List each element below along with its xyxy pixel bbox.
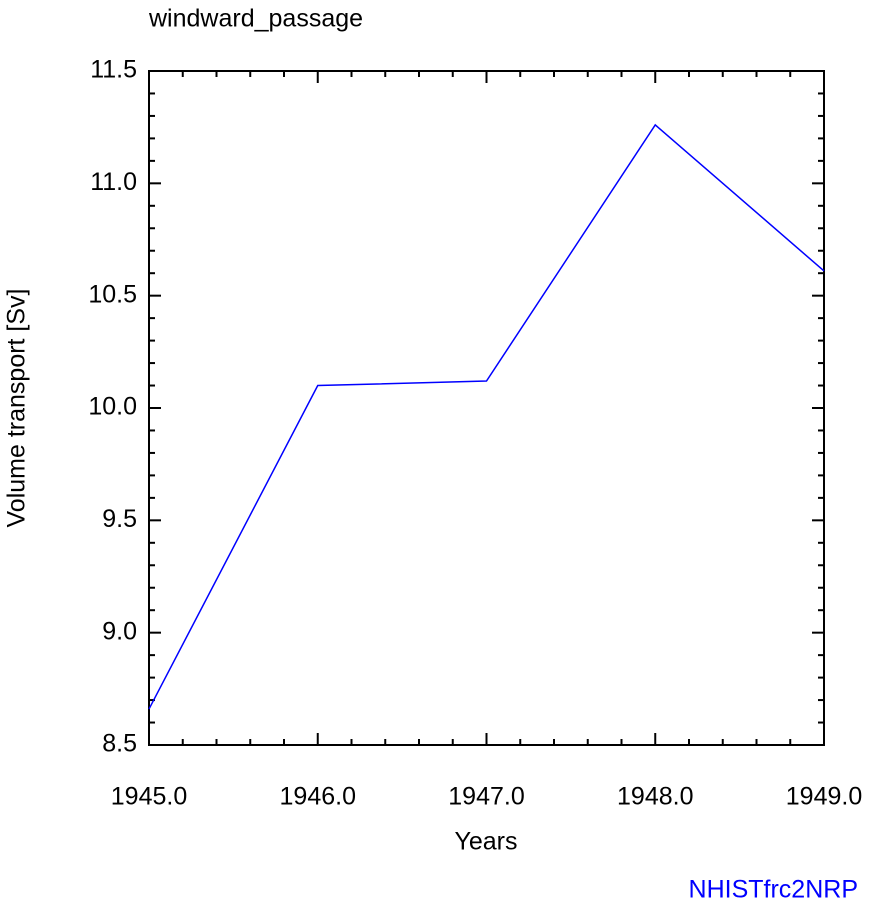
- y-tick-label: 11.0: [90, 168, 137, 196]
- x-tick-label: 1947.0: [448, 783, 524, 811]
- data-line: [148, 123, 825, 710]
- y-tick-label: 9.5: [102, 505, 137, 533]
- y-tick-label: 11.5: [90, 56, 137, 84]
- y-tick-label: 10.0: [88, 393, 137, 421]
- x-tick-label: 1946.0: [280, 783, 356, 811]
- x-tick-label: 1949.0: [786, 783, 862, 811]
- y-axis-label: Volume transport [Sv]: [3, 288, 31, 527]
- y-tick-label: 10.5: [88, 280, 137, 308]
- x-axis-label: Years: [454, 828, 517, 856]
- chart-title: windward_passage: [148, 5, 363, 33]
- x-tick-label: 1945.0: [111, 783, 187, 811]
- x-tick-label: 1948.0: [617, 783, 693, 811]
- y-tick-label: 8.5: [102, 730, 137, 758]
- annotation: NHISTfrc2NRP: [689, 876, 858, 904]
- plot-frame: [148, 70, 825, 746]
- y-tick-label: 9.0: [102, 617, 137, 645]
